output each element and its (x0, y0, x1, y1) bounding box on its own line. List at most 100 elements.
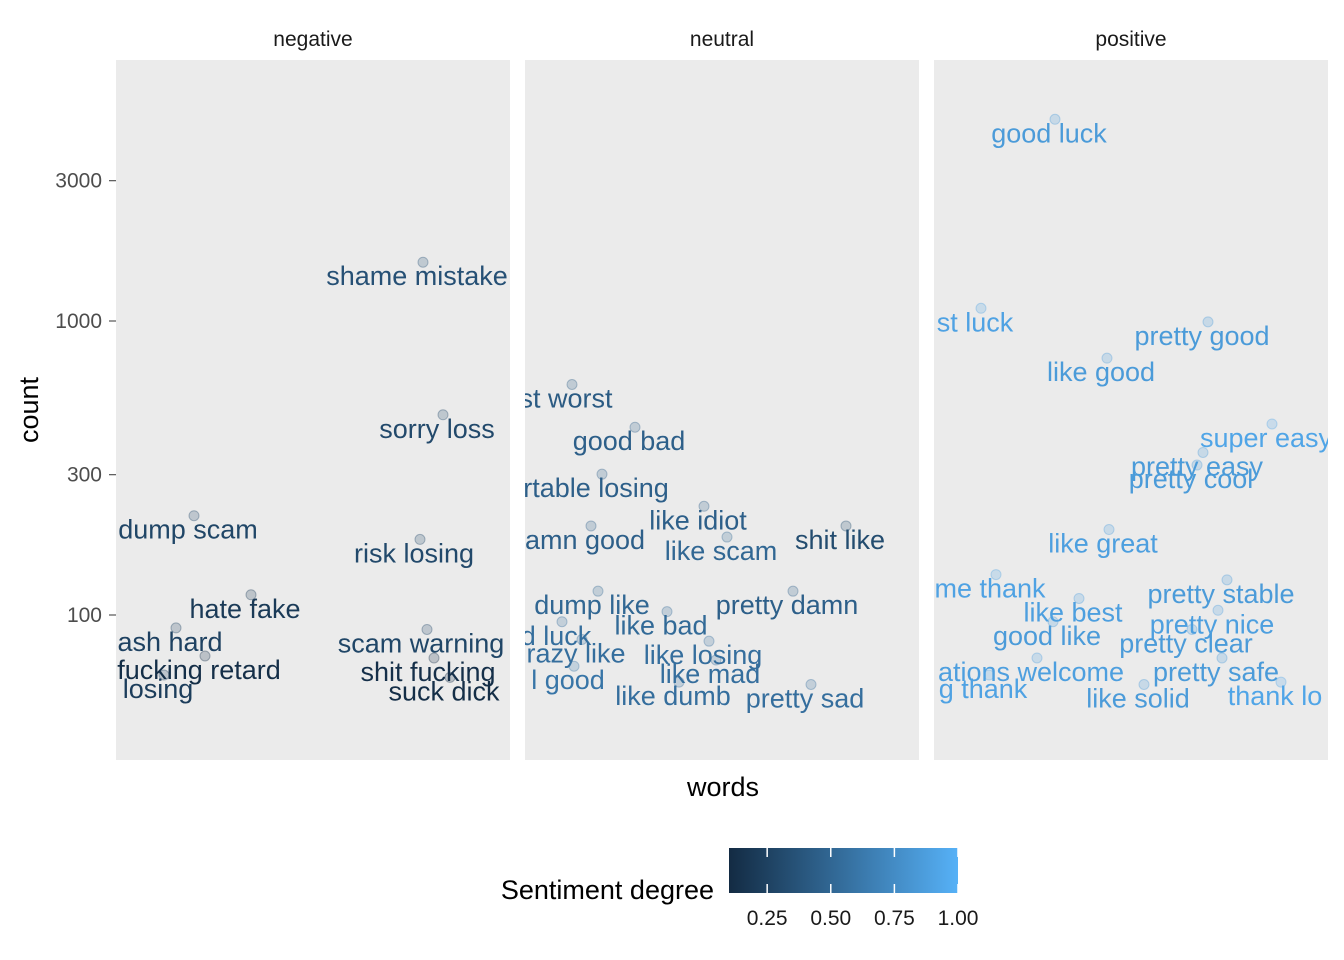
word-label: good like (993, 621, 1101, 651)
word-label: rtable losing (523, 473, 669, 503)
data-point (428, 652, 440, 664)
data-point (1103, 524, 1115, 536)
data-point (787, 585, 799, 597)
word-label: pretty stable (1147, 579, 1294, 609)
word-label: pretty nice (1150, 609, 1275, 639)
word-label: shame mistake (326, 261, 508, 291)
data-point (840, 520, 852, 532)
data-point (983, 669, 995, 681)
background-points (158, 113, 1287, 690)
data-point (1138, 678, 1150, 690)
word-label: shit fucking (360, 657, 495, 687)
data-point (556, 616, 568, 628)
word-label: fucking retard (117, 655, 281, 685)
word-label: like best (1023, 597, 1123, 627)
data-point (1212, 604, 1224, 616)
word-label: l good (531, 665, 605, 695)
data-point (1031, 652, 1043, 664)
panel-negative (116, 60, 510, 760)
word-label: pretty cool (1129, 464, 1254, 494)
data-point (596, 468, 608, 480)
word-label: d luck (521, 621, 592, 651)
data-point (1186, 623, 1198, 635)
data-point (661, 606, 673, 618)
data-point (414, 533, 426, 545)
data-point (698, 500, 710, 512)
word-label: like good (1047, 357, 1155, 387)
word-label: amn good (525, 525, 645, 555)
legend-ticks: 0.25 0.50 0.75 1.00 (747, 848, 979, 930)
legend-tick-label: 0.50 (810, 907, 851, 930)
data-point (576, 633, 588, 645)
data-point (990, 569, 1002, 581)
word-label: like solid (1086, 683, 1190, 713)
word-label: like bad (614, 611, 707, 641)
data-point (629, 421, 641, 433)
data-point (673, 676, 685, 688)
word-labels: shame mistake sorry loss dump scam risk los… (117, 118, 1333, 713)
panel-neutral (525, 60, 919, 760)
data-point (568, 660, 580, 672)
word-label: like dumb (615, 681, 731, 711)
word-label: like mad (660, 659, 761, 689)
data-point (975, 302, 987, 314)
word-label: risk losing (354, 538, 474, 568)
word-label: st luck (937, 307, 1014, 337)
word-label: pretty good (1134, 321, 1269, 351)
legend-tick-label: 0.75 (874, 907, 915, 930)
word-label: ash hard (117, 627, 222, 657)
data-point (199, 650, 211, 662)
word-label: super easy (1200, 423, 1333, 453)
data-point (1202, 316, 1214, 328)
data-point (703, 635, 715, 647)
word-label: ations welcome (938, 657, 1124, 687)
word-label: pretty easy (1131, 451, 1264, 481)
data-point (437, 409, 449, 421)
word-label: st worst (519, 383, 613, 413)
data-point (710, 654, 722, 666)
strip-label-positive: positive (1095, 28, 1166, 51)
legend-tick-label: 0.25 (747, 907, 788, 930)
word-label: like idiot (649, 505, 747, 535)
data-point (721, 531, 733, 543)
panels: negative neutral positive (116, 28, 1328, 760)
legend: Sentiment degree 0.25 0.50 0.75 1.00 (501, 848, 979, 930)
data-point (1047, 616, 1059, 628)
word-label: sorry loss (379, 414, 495, 444)
word-label: hate fake (189, 594, 300, 624)
word-label: pretty sad (746, 683, 865, 713)
data-point (421, 623, 433, 635)
data-point (1216, 652, 1228, 664)
y-tick-label: 300 (67, 464, 102, 487)
y-tick-label: 100 (67, 604, 102, 627)
y-axis: 100 300 1000 3000 (55, 170, 116, 627)
data-point (1101, 352, 1113, 364)
legend-tick-label: 1.00 (938, 907, 979, 930)
y-tick-label: 3000 (55, 170, 102, 193)
data-point (1073, 592, 1085, 604)
data-point (1197, 446, 1209, 458)
word-label: pretty damn (716, 590, 859, 620)
data-point (188, 510, 200, 522)
data-point (585, 520, 597, 532)
word-label: pretty clear (1119, 628, 1253, 658)
word-label: good luck (991, 118, 1107, 148)
word-label: thank lo (1228, 681, 1323, 711)
data-point (245, 589, 257, 601)
data-point (805, 678, 817, 690)
data-point (1049, 113, 1061, 125)
y-axis-title: count (14, 376, 44, 443)
strip-label-neutral: neutral (690, 28, 754, 51)
points-neutral (556, 378, 852, 690)
points-positive (975, 113, 1287, 690)
word-label: g thank (939, 674, 1028, 704)
data-point (592, 585, 604, 597)
data-point (1275, 676, 1287, 688)
data-point (566, 378, 578, 390)
word-label: dump like (534, 590, 650, 620)
y-tick-label: 1000 (55, 310, 102, 333)
word-label: shit like (795, 525, 885, 555)
word-label: scam warning (338, 628, 505, 658)
